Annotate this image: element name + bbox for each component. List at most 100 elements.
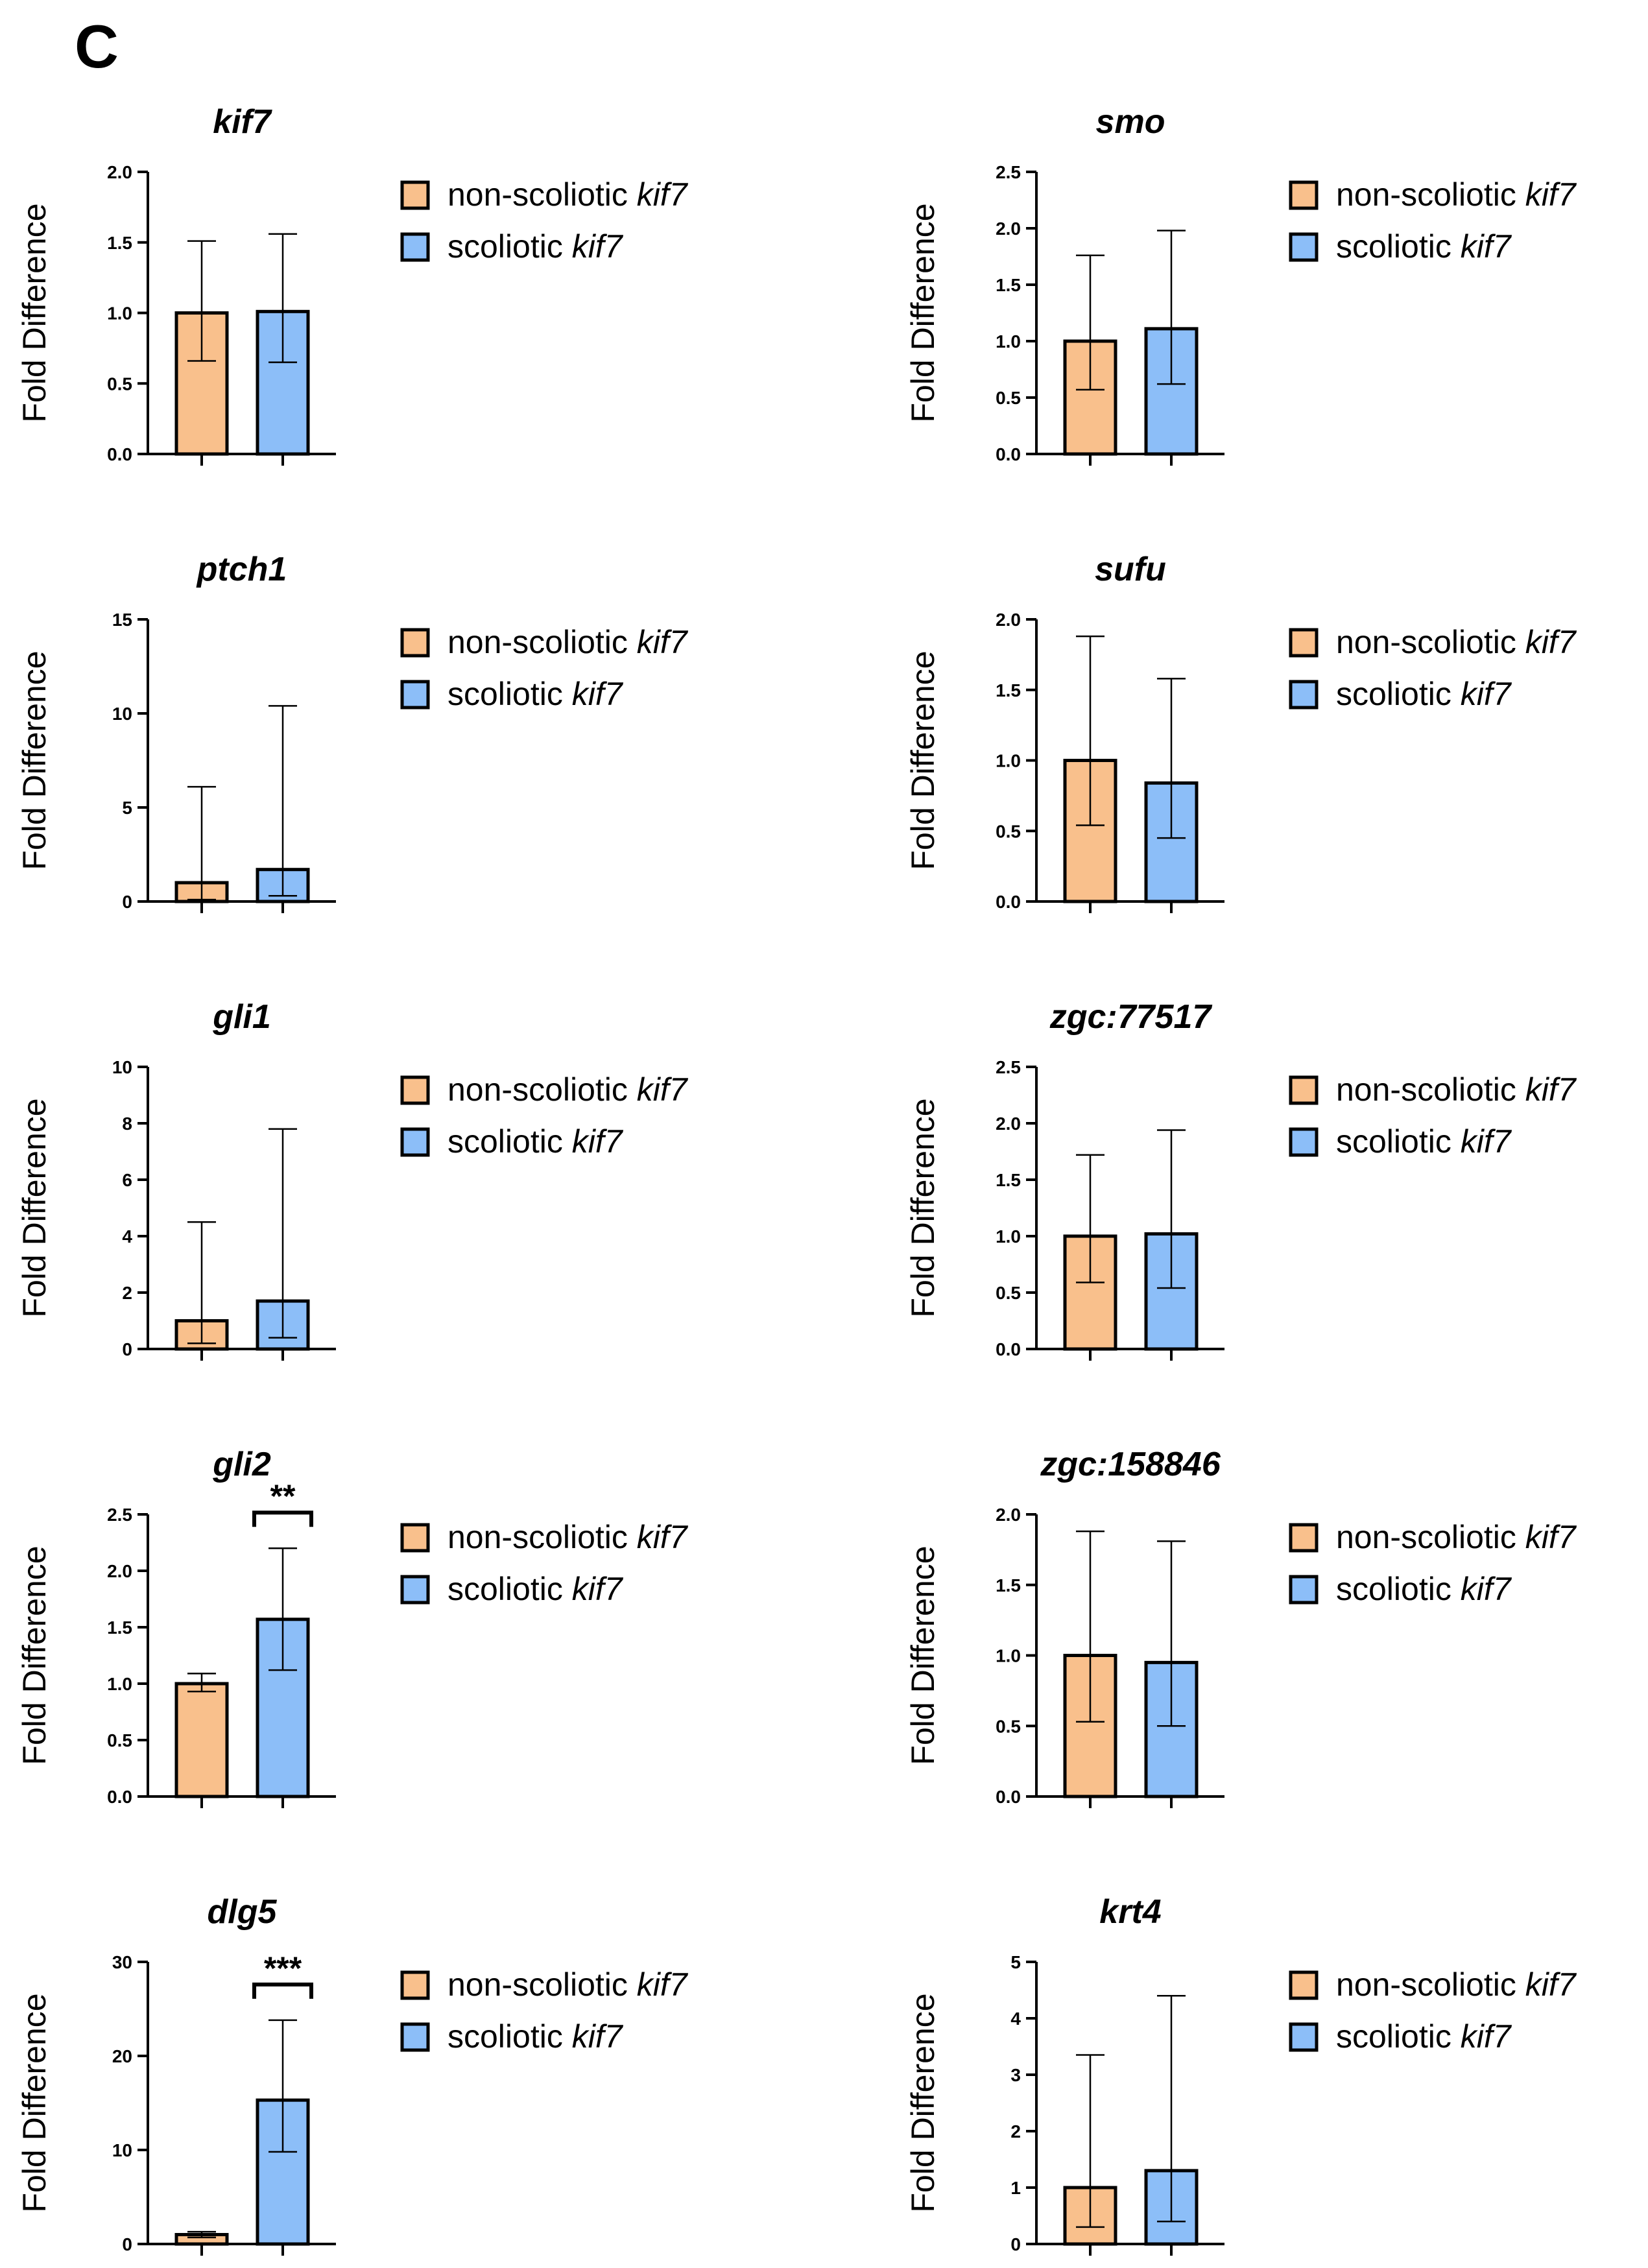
legend-non-scoliotic-swatch xyxy=(400,1970,430,2000)
chart-sufu: sufu Fold Difference 0.0 0.5 1.0 1.5 2.0 non-sc… xyxy=(905,551,1577,913)
y-tick-label: 2.0 xyxy=(996,1114,1021,1134)
y-axis-label: Fold Difference xyxy=(16,1546,53,1765)
legend-scoliotic-swatch xyxy=(1289,1575,1319,1605)
legend-non-scoliotic-swatch xyxy=(1289,628,1319,658)
y-axis-label: Fold Difference xyxy=(16,203,53,422)
y-tick-label: 0.5 xyxy=(996,821,1021,841)
chart-krt4: krt4 Fold Difference 0 1 2 3 4 5 non-scoliotic k… xyxy=(905,1893,1577,2256)
y-tick-label: 1.0 xyxy=(996,751,1021,771)
legend-label-gene: kif7 xyxy=(637,176,689,213)
legend-scoliotic-swatch xyxy=(1289,1127,1319,1157)
chart-title: zgc:77517 xyxy=(1049,998,1213,1036)
y-tick-label: 2.0 xyxy=(996,610,1021,630)
legend-scoliotic-label: scoliotic kif7 xyxy=(448,2018,624,2055)
y-tick-label: 1.5 xyxy=(996,1575,1021,1595)
y-tick-label: 1.0 xyxy=(996,1646,1021,1666)
chart-smo: smo Fold Difference 0.0 0.5 1.0 1.5 2.0 2.5 non-… xyxy=(905,103,1577,466)
y-axis-label: Fold Difference xyxy=(905,1546,941,1765)
y-tick-label: 1.0 xyxy=(996,1226,1021,1247)
y-tick-label: 1.5 xyxy=(107,233,132,253)
y-tick-label: 0 xyxy=(122,2234,132,2254)
legend-label-prefix: scoliotic xyxy=(1336,228,1461,265)
y-tick-label: 2.5 xyxy=(996,162,1021,182)
legend-scoliotic-label: scoliotic kif7 xyxy=(1336,228,1512,265)
legend-non-scoliotic-label: non-scoliotic kif7 xyxy=(1336,176,1577,213)
chart-kif7: kif7 Fold Difference 0.0 0.5 1.0 1.5 2.0 non-sc… xyxy=(16,103,689,466)
legend-scoliotic-label: scoliotic kif7 xyxy=(448,1571,624,1607)
y-tick-label: 2.0 xyxy=(996,1505,1021,1525)
y-tick-label: 1.5 xyxy=(996,1170,1021,1190)
legend-label-prefix: non-scoliotic xyxy=(1336,624,1525,660)
chart-zgc-77517: zgc:77517 Fold Difference 0.0 0.5 1.0 1.5 2.0 2… xyxy=(905,998,1577,1361)
legend-label-gene: kif7 xyxy=(1525,176,1577,213)
y-axis-label: Fold Difference xyxy=(905,1993,941,2212)
y-tick-label: 30 xyxy=(112,1952,132,1972)
y-tick-label: 2 xyxy=(122,1283,132,1303)
legend-label-gene: kif7 xyxy=(1461,228,1512,265)
legend-scoliotic-label: scoliotic kif7 xyxy=(448,1123,624,1160)
legend-label-prefix: scoliotic xyxy=(448,1571,572,1607)
legend-non-scoliotic-swatch xyxy=(1289,1075,1319,1105)
legend-label-prefix: non-scoliotic xyxy=(1336,1966,1525,2003)
legend-label-gene: kif7 xyxy=(572,1571,624,1607)
legend-scoliotic-label: scoliotic kif7 xyxy=(1336,1123,1512,1160)
legend-non-scoliotic-label: non-scoliotic kif7 xyxy=(1336,1519,1577,1555)
chart-title: dlg5 xyxy=(208,1893,278,1931)
legend-label-gene: kif7 xyxy=(1525,624,1577,660)
legend-label-prefix: non-scoliotic xyxy=(448,624,637,660)
legend-non-scoliotic-swatch xyxy=(400,180,430,210)
legend-label-prefix: non-scoliotic xyxy=(1336,176,1525,213)
y-tick-label: 1.5 xyxy=(996,275,1021,295)
panel-label: C xyxy=(75,12,119,80)
legend-scoliotic-label: scoliotic kif7 xyxy=(448,676,624,712)
y-tick-label: 0.5 xyxy=(107,1730,132,1750)
legend: non-scoliotic kif7 scoliotic kif7 xyxy=(400,1071,689,1160)
y-tick-label: 0.5 xyxy=(107,374,132,394)
y-tick-label: 2.0 xyxy=(996,219,1021,239)
legend-label-gene: kif7 xyxy=(637,1071,689,1108)
y-tick-label: 15 xyxy=(112,610,132,630)
legend-scoliotic-swatch xyxy=(1289,232,1319,262)
significance-stars: ** xyxy=(270,1478,296,1514)
legend-label-gene: kif7 xyxy=(572,676,624,712)
chart-zgc-158846: zgc:158846 Fold Difference 0.0 0.5 1.0 1.5 2.0… xyxy=(905,1446,1577,1808)
legend-label-gene: kif7 xyxy=(1461,676,1512,712)
y-tick-label: 10 xyxy=(112,704,132,724)
chart-title: ptch1 xyxy=(196,551,287,588)
legend-scoliotic-label: scoliotic kif7 xyxy=(448,228,624,265)
legend-label-prefix: non-scoliotic xyxy=(448,1071,637,1108)
y-tick-label: 0.0 xyxy=(996,892,1021,912)
legend-non-scoliotic-swatch xyxy=(1289,1523,1319,1553)
legend-non-scoliotic-swatch xyxy=(400,628,430,658)
chart-title: krt4 xyxy=(1099,1893,1161,1931)
legend-scoliotic-swatch xyxy=(400,2022,430,2052)
legend-label-prefix: scoliotic xyxy=(448,2018,572,2055)
y-tick-label: 1.0 xyxy=(107,1674,132,1694)
legend-scoliotic-label: scoliotic kif7 xyxy=(1336,1571,1512,1607)
legend-label-prefix: non-scoliotic xyxy=(448,1966,637,2003)
y-tick-label: 8 xyxy=(122,1114,132,1134)
legend-label-prefix: scoliotic xyxy=(1336,676,1461,712)
y-tick-label: 1.0 xyxy=(996,331,1021,352)
y-tick-label: 0.0 xyxy=(107,1787,132,1807)
legend-label-prefix: scoliotic xyxy=(448,676,572,712)
legend-scoliotic-swatch xyxy=(1289,2022,1319,2052)
legend-non-scoliotic-swatch xyxy=(400,1075,430,1105)
y-axis-label: Fold Difference xyxy=(16,1993,53,2212)
legend-label-prefix: non-scoliotic xyxy=(448,176,637,213)
legend-label-gene: kif7 xyxy=(1461,1571,1512,1607)
legend-non-scoliotic-label: non-scoliotic kif7 xyxy=(448,1071,689,1108)
significance-bracket xyxy=(252,1510,313,1527)
legend-scoliotic-swatch xyxy=(400,1127,430,1157)
y-tick-label: 2.5 xyxy=(996,1057,1021,1077)
legend-label-prefix: non-scoliotic xyxy=(1336,1519,1525,1555)
legend-non-scoliotic-swatch xyxy=(400,1523,430,1553)
legend-non-scoliotic-label: non-scoliotic kif7 xyxy=(1336,1966,1577,2003)
y-tick-label: 0.5 xyxy=(996,1283,1021,1303)
legend-scoliotic-swatch xyxy=(1289,680,1319,710)
